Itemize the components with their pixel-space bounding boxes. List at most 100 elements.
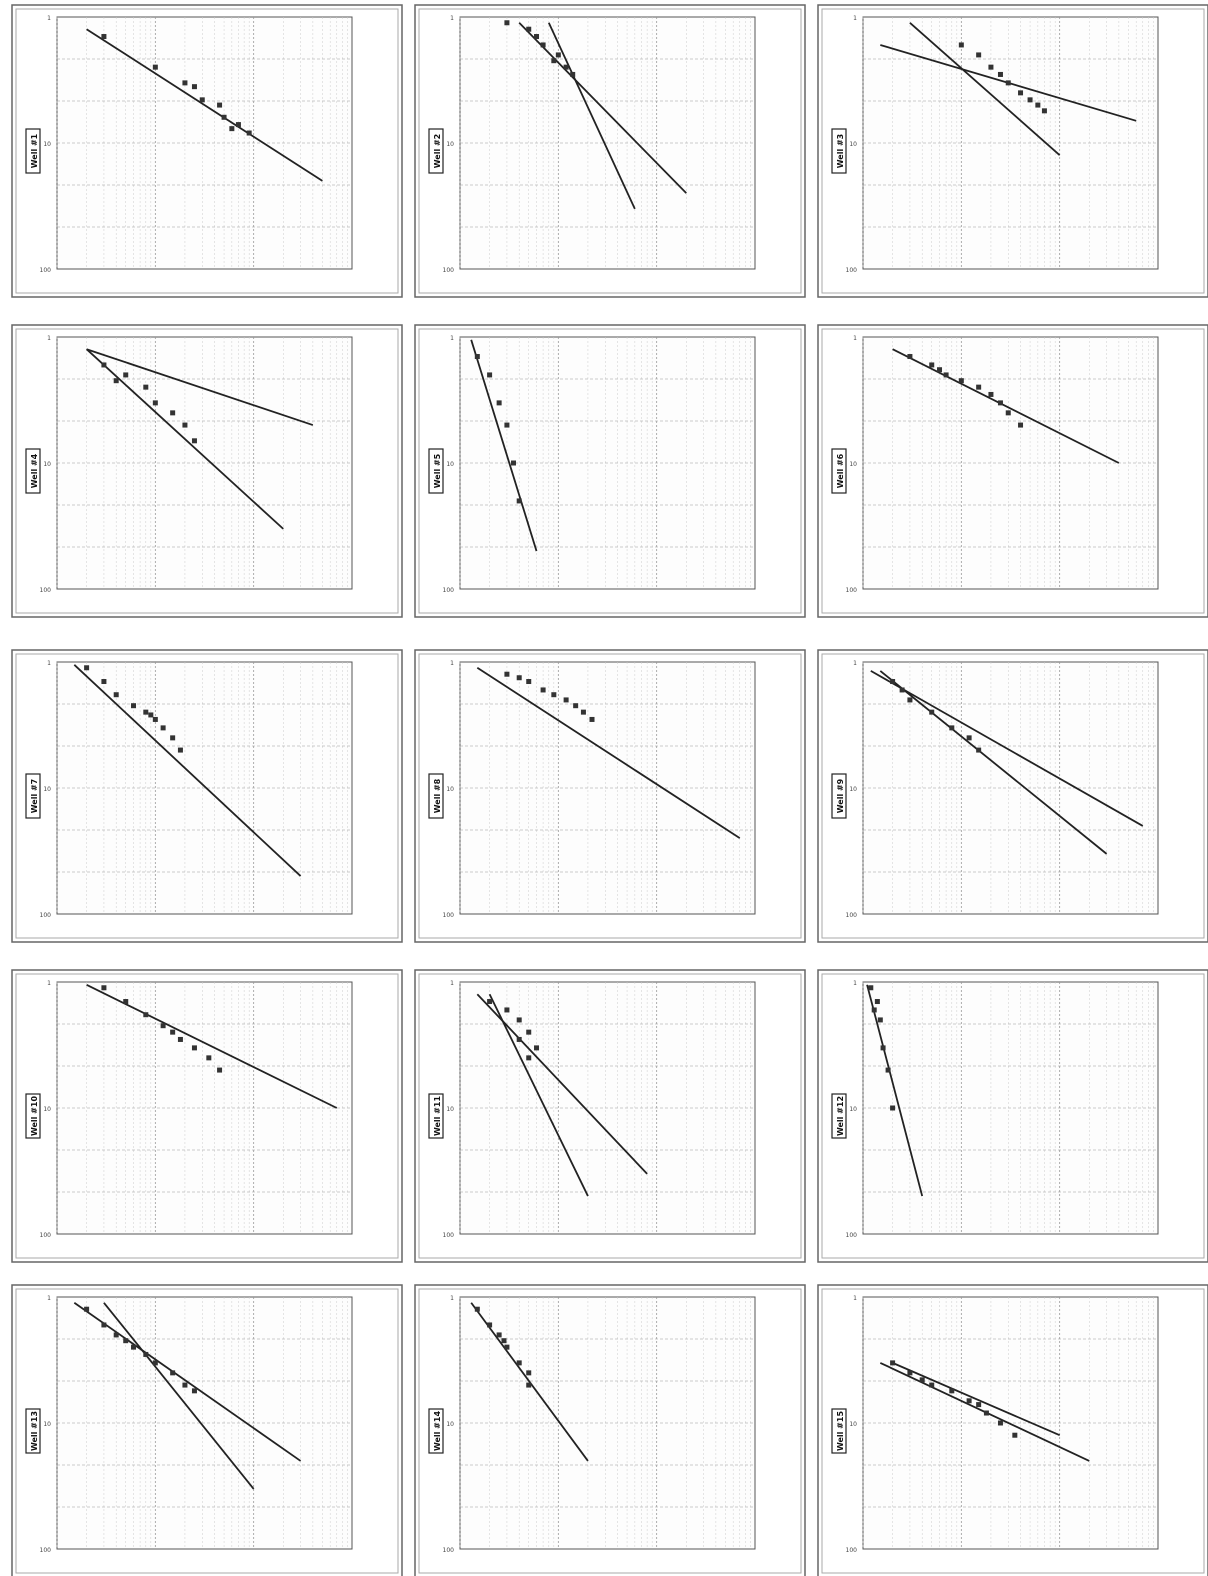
data-point <box>570 71 576 77</box>
data-point <box>929 362 935 368</box>
chart-panel-2: 100 10 1 Well #2 <box>414 4 806 298</box>
data-point <box>997 1420 1003 1426</box>
data-point <box>191 1045 197 1051</box>
data-point <box>217 102 223 108</box>
data-point <box>487 999 493 1005</box>
fit-line <box>892 1362 1061 1437</box>
data-point <box>113 378 119 384</box>
tick-label: 10 <box>446 1106 454 1113</box>
data-point <box>143 1012 149 1018</box>
tick-label: 10 <box>43 461 51 468</box>
well-label-box <box>428 128 444 174</box>
well-label: Well #10 <box>30 1096 39 1137</box>
well-label: Well #7 <box>30 779 39 814</box>
tick-label: 100 <box>40 912 52 919</box>
data-point <box>143 384 149 390</box>
data-point <box>890 679 896 685</box>
data-point <box>880 1045 886 1051</box>
data-point <box>229 126 235 132</box>
chart-panel-9: 100 10 1 Well #9 <box>817 649 1208 943</box>
data-point <box>929 709 935 715</box>
tick-label: 1 <box>450 980 454 987</box>
tick-label: 1 <box>853 335 857 342</box>
data-point <box>1012 1432 1018 1438</box>
well-label-badge: Well #7 <box>25 773 41 819</box>
fit-line <box>879 670 1108 855</box>
tick-label: 10 <box>43 141 51 148</box>
data-point <box>217 1067 223 1073</box>
well-label-box <box>428 1408 444 1454</box>
data-point <box>540 42 546 48</box>
panel-inner-frame <box>821 328 1205 614</box>
data-point <box>907 697 913 703</box>
panel-inner-frame <box>821 8 1205 294</box>
data-point <box>170 1370 176 1376</box>
data-point <box>976 747 982 753</box>
data-point <box>504 1344 510 1350</box>
well-label-badge: Well #4 <box>25 448 41 494</box>
data-point <box>885 1067 891 1073</box>
well-label-badge: Well #10 <box>25 1093 41 1139</box>
panel-inner-frame <box>821 973 1205 1259</box>
data-point <box>177 747 183 753</box>
well-label-box <box>428 448 444 494</box>
data-point <box>131 703 137 709</box>
chart-panel-3: 100 10 1 Well #3 <box>817 4 1208 298</box>
data-point <box>976 1402 982 1408</box>
tick-label: 1 <box>450 1295 454 1302</box>
well-label: Well #3 <box>836 134 845 169</box>
fit-line <box>86 983 338 1109</box>
well-label: Well #14 <box>433 1411 442 1452</box>
well-label: Well #8 <box>433 778 442 813</box>
data-point <box>516 1017 522 1023</box>
fit-line <box>86 28 323 182</box>
fit-line <box>85 348 284 530</box>
data-point <box>246 130 252 136</box>
data-point <box>191 84 197 90</box>
data-point <box>516 1360 522 1366</box>
data-point <box>551 58 557 64</box>
well-label-box <box>831 128 847 174</box>
well-label: Well #12 <box>836 1096 845 1136</box>
tick-label: 10 <box>849 786 857 793</box>
fit-line <box>909 22 1061 156</box>
well-label-badge: Well #12 <box>831 1093 847 1139</box>
tick-label: 10 <box>849 1106 857 1113</box>
well-label-badge: Well #15 <box>831 1408 847 1454</box>
data-point <box>526 679 532 685</box>
data-point <box>143 709 149 715</box>
tick-label: 1 <box>853 15 857 22</box>
data-point <box>191 1388 197 1394</box>
data-point <box>516 1036 522 1042</box>
data-point <box>516 498 522 504</box>
well-label: Well #11 <box>433 1096 442 1137</box>
panel-inner-frame <box>15 8 399 294</box>
well-label-box <box>428 773 444 819</box>
chart-panel-13: 100 10 1 Well #13 <box>11 1284 403 1576</box>
fit-line <box>476 993 648 1175</box>
well-label-badge: Well #2 <box>428 128 444 174</box>
tick-label: 100 <box>443 912 455 919</box>
data-point <box>890 1105 896 1111</box>
tick-label: 10 <box>446 141 454 148</box>
data-point <box>919 1377 925 1383</box>
tick-label: 10 <box>446 1421 454 1428</box>
data-point <box>966 735 972 741</box>
data-point <box>907 1370 913 1376</box>
panel-inner-frame <box>15 973 399 1259</box>
fit-line <box>470 1302 589 1462</box>
data-point <box>890 1360 896 1366</box>
chart-panel-7: 100 10 1 Well #7 <box>11 649 403 943</box>
data-point <box>868 985 874 991</box>
chart-panel-15: 100 10 1 Well #15 <box>817 1284 1208 1576</box>
fit-line <box>476 667 741 839</box>
tick-label: 100 <box>846 587 858 594</box>
data-point <box>152 400 158 406</box>
tick-label: 100 <box>40 1547 52 1554</box>
data-point <box>1005 410 1011 416</box>
data-point <box>152 716 158 722</box>
well-label: Well #13 <box>30 1411 39 1451</box>
data-point <box>573 703 579 709</box>
data-point <box>152 64 158 70</box>
data-point <box>152 1360 158 1366</box>
